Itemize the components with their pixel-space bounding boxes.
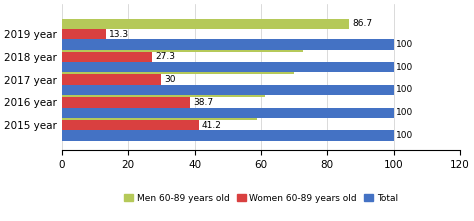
Text: 70: 70 [297,65,308,74]
Bar [62,85,393,95]
Text: 100: 100 [396,40,413,49]
Text: 72.7: 72.7 [306,42,326,51]
Text: 38.7: 38.7 [193,98,213,107]
Text: 27.3: 27.3 [155,52,175,61]
Bar [62,130,393,141]
Text: 30: 30 [164,75,175,84]
Bar [62,87,265,97]
Bar [62,52,153,62]
Bar [62,19,349,29]
Bar [62,107,393,118]
Bar [62,97,190,107]
Bar [62,62,393,72]
Text: 100: 100 [396,63,413,72]
Text: 100: 100 [396,131,413,140]
Text: 13.3: 13.3 [109,30,129,39]
Bar [62,120,199,130]
Text: 100: 100 [396,108,413,117]
Bar [62,29,106,39]
Bar [62,41,303,52]
Bar [62,64,294,74]
Bar [62,110,257,120]
Bar [62,74,162,85]
Text: 61.3: 61.3 [268,88,288,97]
Text: 100: 100 [396,86,413,94]
Text: 86.7: 86.7 [352,19,372,28]
Legend: Men 60-89 years old, Women 60-89 years old, Total: Men 60-89 years old, Women 60-89 years o… [120,190,401,207]
Text: 41.2: 41.2 [201,121,221,130]
Bar [62,39,393,50]
Text: 58.8: 58.8 [260,110,280,119]
